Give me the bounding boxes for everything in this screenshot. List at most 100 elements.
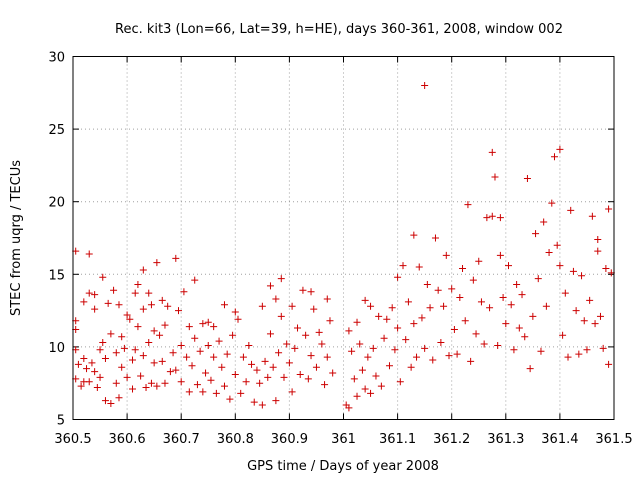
data-point	[369, 344, 377, 352]
data-point	[488, 212, 496, 220]
data-point	[450, 325, 458, 333]
data-point	[578, 272, 586, 280]
data-point	[486, 304, 494, 312]
data-point	[318, 340, 326, 348]
data-point	[453, 350, 461, 358]
data-point	[572, 307, 580, 315]
data-point	[256, 379, 264, 387]
data-point	[426, 304, 434, 312]
data-point	[285, 359, 293, 367]
data-point	[129, 356, 137, 364]
data-point	[464, 201, 472, 209]
data-point	[161, 321, 169, 329]
data-point	[569, 267, 577, 275]
data-point	[599, 344, 607, 352]
data-point	[367, 389, 375, 397]
data-point	[288, 388, 296, 396]
x-tick-label: 361.2	[433, 432, 470, 447]
data-point	[158, 296, 166, 304]
data-point	[564, 353, 572, 361]
data-point	[120, 344, 128, 352]
data-point	[207, 376, 215, 384]
data-point	[385, 362, 393, 370]
data-point	[418, 314, 426, 322]
x-tick-label: 361.4	[541, 432, 578, 447]
data-point	[553, 241, 561, 249]
data-point	[380, 334, 388, 342]
data-point	[147, 301, 155, 309]
data-point	[261, 357, 269, 365]
data-point	[358, 366, 366, 374]
data-point	[150, 327, 158, 335]
data-point	[220, 301, 228, 309]
y-tick-label: 20	[48, 196, 65, 211]
data-point	[174, 307, 182, 315]
data-point	[107, 330, 115, 338]
data-point	[110, 286, 118, 294]
data-point	[556, 145, 564, 153]
data-point	[594, 247, 602, 255]
data-point	[505, 262, 513, 270]
data-point	[310, 305, 318, 313]
data-point	[472, 330, 480, 338]
data-point	[204, 341, 212, 349]
data-point	[96, 373, 104, 381]
data-point	[77, 382, 85, 390]
data-point	[145, 339, 153, 347]
data-point	[523, 174, 531, 182]
data-point	[591, 320, 599, 328]
x-tick-labels: 360.5 360.6 360.7 360.8 360.9 361 361.1 361.2 36…	[54, 432, 632, 447]
y-tick-label: 10	[48, 341, 65, 356]
data-point	[169, 349, 177, 357]
data-point	[139, 352, 147, 360]
data-point	[353, 392, 361, 400]
data-point	[383, 315, 391, 323]
data-point	[515, 324, 523, 332]
data-point	[594, 235, 602, 243]
data-point	[315, 328, 323, 336]
data-point	[488, 148, 496, 156]
data-point	[139, 305, 147, 313]
x-tick-label: 360.5	[54, 432, 91, 447]
data-point	[413, 353, 421, 361]
data-point	[91, 368, 99, 376]
data-point	[477, 298, 485, 306]
data-point	[356, 340, 364, 348]
data-point	[586, 296, 594, 304]
data-point	[161, 379, 169, 387]
data-point	[567, 206, 575, 214]
data-point	[375, 312, 383, 320]
data-point	[177, 378, 185, 386]
data-point	[559, 331, 567, 339]
data-point	[193, 381, 201, 389]
data-point	[353, 318, 361, 326]
data-point	[199, 388, 207, 396]
data-point	[220, 382, 228, 390]
data-point	[510, 346, 518, 354]
data-point	[442, 251, 450, 259]
data-point	[605, 205, 613, 213]
data-point	[123, 311, 131, 319]
data-point	[204, 318, 212, 326]
data-point	[534, 275, 542, 283]
data-point	[275, 349, 283, 357]
data-point	[258, 302, 266, 310]
x-tick-label: 360.9	[271, 432, 308, 447]
data-point	[156, 331, 164, 339]
data-point	[88, 359, 96, 367]
data-point	[364, 353, 372, 361]
data-point	[456, 294, 464, 302]
data-point	[540, 218, 548, 226]
data-point	[323, 295, 331, 303]
data-point	[445, 352, 453, 360]
data-point	[596, 312, 604, 320]
data-point	[291, 344, 299, 352]
y-tick-label: 5	[57, 414, 65, 429]
data-point	[532, 230, 540, 238]
data-point	[459, 264, 467, 272]
data-point	[575, 350, 583, 358]
data-point	[491, 173, 499, 181]
data-point	[239, 353, 247, 361]
data-point	[480, 340, 488, 348]
data-point	[399, 262, 407, 270]
